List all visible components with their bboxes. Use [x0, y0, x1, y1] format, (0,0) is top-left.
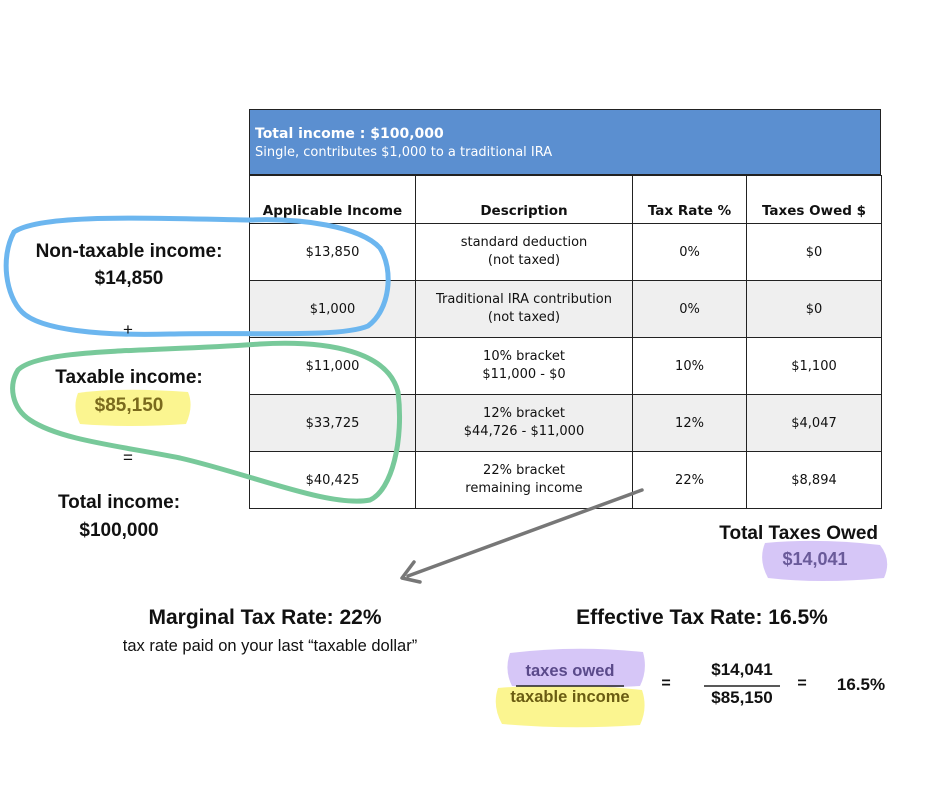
equals-sign: =	[797, 675, 807, 692]
taxable-value: $85,150	[94, 395, 164, 416]
description-cell: 12% bracket $44,726 - $11,000	[415, 394, 633, 452]
table-row: $11,000 10% bracket $11,000 - $0 10% $1,1…	[249, 337, 882, 395]
effective-result: 16.5%	[836, 675, 886, 694]
description-line: 22% bracket	[483, 463, 565, 478]
numerator-label: taxes owed	[525, 662, 615, 680]
rate-cell: 0%	[632, 280, 747, 338]
description-cell: Traditional IRA contribution (not taxed)	[415, 280, 633, 338]
description-cell: 10% bracket $11,000 - $0	[415, 337, 633, 395]
description-line: (not taxed)	[487, 310, 561, 325]
col-header-rate: Tax Rate %	[632, 175, 747, 224]
income-cell: $11,000	[249, 337, 416, 395]
rate-cell: 22%	[632, 451, 747, 509]
table-subtitle: Single, contributes $1,000 to a traditio…	[255, 145, 553, 160]
table-banner: Total income : $100,000 Single, contribu…	[249, 109, 881, 175]
description-cell: 22% bracket remaining income	[415, 451, 633, 509]
income-cell: $13,850	[249, 223, 416, 281]
header-row: Applicable Income Description Tax Rate %…	[249, 175, 882, 224]
marginal-rate-title: Marginal Tax Rate: 22%	[148, 606, 382, 629]
description-line: 10% bracket	[483, 349, 565, 364]
nontaxable-value: $14,850	[94, 268, 164, 289]
owed-cell: $4,047	[746, 394, 882, 452]
total-taxes-label: Total Taxes Owed	[719, 523, 878, 544]
nontaxable-label: Non-taxable income:	[35, 241, 223, 262]
description-line: 12% bracket	[483, 406, 565, 421]
col-header-owed: Taxes Owed $	[746, 175, 882, 224]
owed-cell: $0	[746, 280, 882, 338]
owed-cell: $0	[746, 223, 882, 281]
table-row: $1,000 Traditional IRA contribution (not …	[249, 280, 882, 338]
income-cell: $1,000	[249, 280, 416, 338]
tax-table: Total income : $100,000 Single, contribu…	[249, 109, 882, 509]
total-income-value: $100,000	[79, 520, 159, 541]
equals-sign: =	[123, 448, 133, 467]
tax-grid: Applicable Income Description Tax Rate %…	[249, 175, 882, 509]
description-cell: standard deduction (not taxed)	[415, 223, 633, 281]
table-row: $33,725 12% bracket $44,726 - $11,000 12%…	[249, 394, 882, 452]
description-line: (not taxed)	[487, 253, 561, 268]
numerator-value: $14,041	[711, 660, 773, 679]
income-cell: $40,425	[249, 451, 416, 509]
marginal-rate-subtitle: tax rate paid on your last “taxable doll…	[122, 637, 418, 655]
denominator-label: taxable income	[510, 688, 630, 706]
description-line: Traditional IRA contribution	[436, 292, 612, 307]
description-line: $11,000 - $0	[482, 367, 566, 382]
total-taxes-value: $14,041	[782, 549, 848, 569]
income-cell: $33,725	[249, 394, 416, 452]
table-row: $40,425 22% bracket remaining income 22% …	[249, 451, 882, 509]
taxable-label: Taxable income:	[55, 367, 203, 388]
rate-cell: 12%	[632, 394, 747, 452]
total-income-label: Total income:	[57, 492, 181, 513]
description-line: remaining income	[465, 481, 583, 496]
owed-cell: $8,894	[746, 451, 882, 509]
arrow-head	[400, 560, 422, 584]
description-line: standard deduction	[460, 235, 588, 250]
owed-cell: $1,100	[746, 337, 882, 395]
denominator-value: $85,150	[711, 688, 773, 707]
rate-cell: 10%	[632, 337, 747, 395]
table-row: $13,850 standard deduction (not taxed) 0%…	[249, 223, 882, 281]
table-title: Total income : $100,000	[255, 126, 444, 142]
col-header-income: Applicable Income	[249, 175, 416, 224]
effective-rate-title: Effective Tax Rate: 16.5%	[576, 606, 828, 629]
plus-sign: +	[123, 320, 133, 339]
rate-cell: 0%	[632, 223, 747, 281]
col-header-description: Description	[415, 175, 633, 224]
equals-sign: =	[661, 675, 671, 692]
description-line: $44,726 - $11,000	[463, 424, 585, 439]
